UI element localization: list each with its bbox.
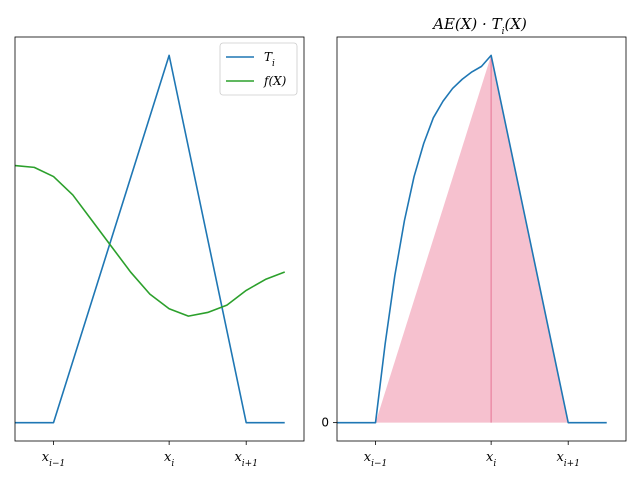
series-line-curve-right — [337, 54, 607, 424]
series-line-t-i-left — [15, 54, 285, 424]
x-tick-label: xi+1 — [234, 450, 258, 469]
left-plot-panel: xi−1 xi xi+1 Ti f(X) — [14, 36, 305, 469]
right-plot-panel: AE(X) · Ti(X) xi−1 xi xi+1 0 — [321, 15, 627, 469]
chart-title: AE(X) · Ti(X) — [431, 15, 527, 37]
legend-frame — [219, 42, 298, 96]
left-axes-frame — [14, 36, 305, 442]
legend-label: Ti — [264, 50, 275, 69]
x-tick-label: xi+1 — [556, 450, 580, 469]
legend-label: f(X) — [263, 74, 287, 88]
right-axes-frame — [336, 36, 627, 442]
x-tick-label: xi — [486, 450, 496, 469]
y-tick-label: 0 — [321, 416, 329, 430]
x-tick-label: xi — [164, 450, 174, 469]
x-tick-label: xi−1 — [42, 450, 66, 469]
x-tick-label: xi−1 — [364, 450, 388, 469]
shaded-triangle-region — [375, 55, 569, 423]
legend: Ti f(X) — [219, 42, 298, 96]
series-line-f-x-left — [14, 164, 286, 317]
